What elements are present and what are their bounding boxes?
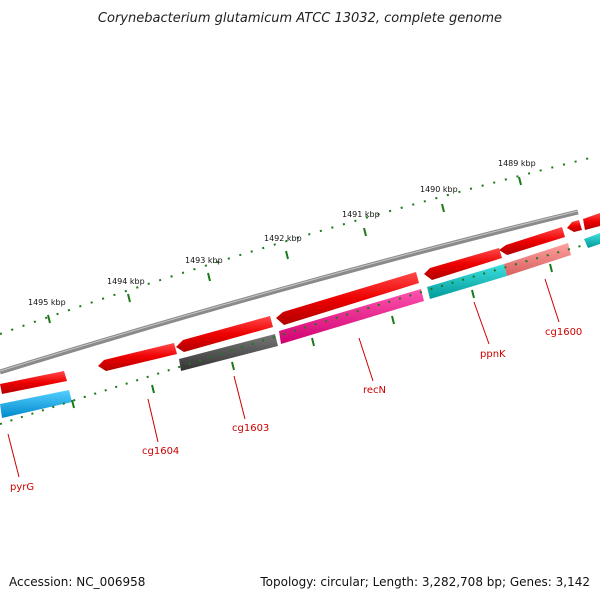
gene-label-cg1604: cg1604 — [142, 446, 179, 457]
major-tick — [441, 203, 445, 213]
leader-recN — [358, 337, 374, 382]
major-tick — [151, 384, 155, 394]
forward-gene — [276, 272, 419, 325]
leader-cg1600 — [544, 278, 560, 323]
label-leaders — [7, 278, 560, 478]
major-tick — [311, 337, 315, 347]
major-tick — [518, 176, 522, 186]
gene-label-cg1600: cg1600 — [545, 327, 582, 338]
major-tick — [549, 263, 553, 273]
major-tick — [285, 250, 289, 260]
forward-gene — [98, 343, 177, 371]
leader-ppnK — [473, 301, 490, 345]
major-tick — [231, 361, 235, 371]
major-tick — [127, 293, 131, 303]
reverse-genes — [0, 233, 600, 418]
scale-label: 1495 kbp — [28, 298, 66, 307]
gene-label-cg1603: cg1603 — [232, 423, 269, 434]
genome-backbone — [0, 209, 579, 375]
gene-pyrG — [0, 390, 72, 418]
major-tick — [207, 272, 211, 282]
forward-gene — [424, 248, 502, 280]
leader-cg1604 — [147, 398, 159, 443]
gene-cg1600 — [504, 243, 571, 276]
major-tick — [71, 399, 75, 409]
forward-genes — [0, 213, 600, 394]
scale-label: 1493 kbp — [185, 256, 223, 265]
scale-label: 1489 kbp — [498, 159, 536, 168]
inner-major-ticks — [71, 263, 553, 409]
inner-tick-ring — [0, 243, 589, 425]
gene-partial — [584, 233, 600, 248]
forward-gene — [583, 213, 600, 230]
gene-labels: pyrG cg1604 cg1603 recN ppnK cg1600 — [10, 327, 582, 493]
major-tick — [363, 227, 367, 237]
gene-ppnK — [427, 264, 507, 299]
forward-gene — [499, 227, 565, 255]
leader-cg1603 — [233, 375, 246, 420]
forward-gene — [567, 220, 582, 232]
major-tick — [47, 314, 51, 324]
outer-tick-ring — [0, 157, 591, 335]
forward-gene — [176, 316, 273, 352]
major-tick — [391, 315, 395, 325]
scale-label: 1490 kbp — [420, 185, 458, 194]
scale-label: 1492 kbp — [264, 234, 302, 243]
scale-label: 1491 kbp — [342, 210, 380, 219]
gene-label-ppnK: ppnK — [480, 349, 506, 360]
forward-gene — [0, 371, 67, 394]
major-tick — [471, 289, 475, 299]
scale-labels: 1495 kbp 1494 kbp 1493 kbp 1492 kbp 1491… — [28, 159, 536, 307]
backbone-highlight — [0, 210, 579, 372]
gene-label-recN: recN — [363, 385, 386, 396]
accession-text: Accession: NC_006958 — [9, 575, 145, 589]
map-title: Corynebacterium glutamicum ATCC 13032, c… — [98, 11, 502, 26]
outer-major-ticks — [47, 176, 522, 324]
topology-text: Topology: circular; Length: 3,282,708 bp… — [259, 575, 590, 589]
leader-pyrG — [7, 433, 20, 478]
gene-label-pyrG: pyrG — [10, 482, 34, 493]
gene-recN — [279, 289, 424, 344]
scale-label: 1494 kbp — [107, 277, 145, 286]
